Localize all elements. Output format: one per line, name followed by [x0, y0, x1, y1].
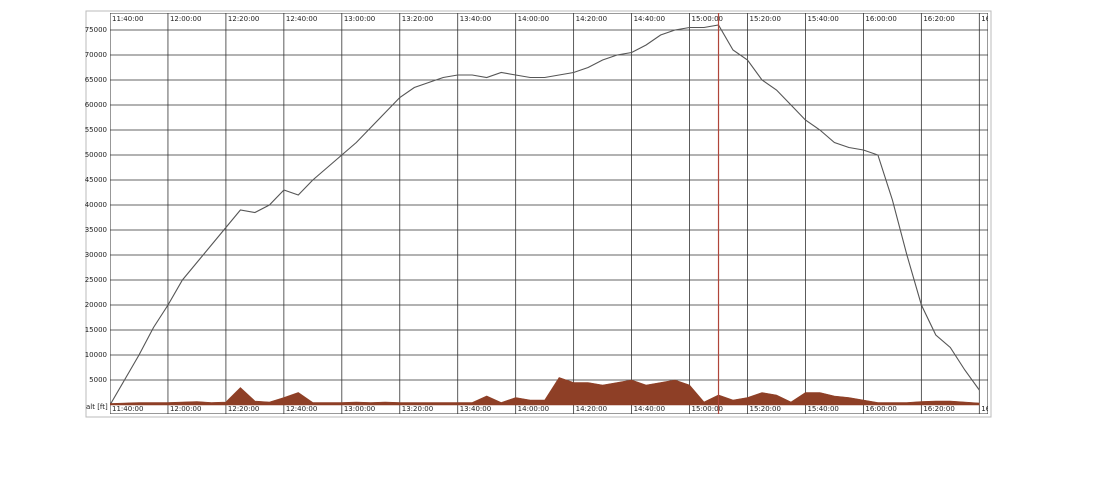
x-tick-label: 14:40:00: [634, 405, 665, 413]
line: [110, 24, 980, 406]
x-tick-label: 13:20:00: [402, 405, 433, 413]
x-tick-label: 11:40:00: [112, 15, 143, 23]
x-tick-label: 12:20:00: [228, 15, 259, 23]
x-tick-label: 15:20:00: [749, 405, 780, 413]
x-tick-label: 15:00:00: [692, 405, 723, 413]
x-tick-label: 16:40:00: [981, 405, 1012, 413]
x-tick-label: 16:20:00: [923, 405, 954, 413]
y-tick-label: 75000: [85, 26, 107, 34]
y-tick-label: 5000: [89, 376, 107, 384]
x-tick-label: 15:40:00: [807, 15, 838, 23]
x-tick-label: 13:20:00: [402, 15, 433, 23]
y-tick-label: 60000: [85, 101, 107, 109]
x-tick-label: 14:00:00: [518, 405, 549, 413]
x-tick-label: 14:00:00: [518, 15, 549, 23]
x-tick-label: 13:40:00: [460, 405, 491, 413]
plot-area: 11:40:00 11:40:00 12:00:00 12:00:00 12:20:00…: [110, 13, 1012, 414]
x-tick-label: 15:40:00: [807, 405, 838, 413]
y-tick-label: 50000: [85, 151, 107, 159]
y-tick-label: 10000: [85, 351, 107, 359]
x-tick-label: 12:00:00: [170, 15, 201, 23]
x-tick-label: 12:20:00: [228, 405, 259, 413]
plot-background: [110, 13, 988, 414]
x-tick-label: 14:20:00: [576, 15, 607, 23]
y-tick-label: 65000: [85, 76, 107, 84]
y-axis-label: alt [ft]: [86, 403, 108, 411]
y-tick-label: 35000: [85, 226, 107, 234]
x-tick-label: 14:20:00: [576, 405, 607, 413]
x-tick-label: 16:20:00: [923, 15, 954, 23]
y-tick-label: 15000: [85, 326, 107, 334]
x-tick-label: 15:20:00: [749, 15, 780, 23]
x-tick-label: 13:00:00: [344, 405, 375, 413]
y-tick-label: 45000: [85, 176, 107, 184]
y-tick-label: 70000: [85, 51, 107, 59]
y-tick-label: 25000: [85, 276, 107, 284]
x-tick-label: 12:40:00: [286, 405, 317, 413]
x-tick-label: 11:40:00: [112, 405, 143, 413]
x-tick-label: 16:40:00: [981, 15, 1012, 23]
x-tick-label: 12:40:00: [286, 15, 317, 23]
x-tick-label: 14:40:00: [634, 15, 665, 23]
x-tick-label: 15:00:00: [692, 15, 723, 23]
x-tick-label: 13:40:00: [460, 15, 491, 23]
x-tick-label: 16:00:00: [865, 405, 896, 413]
y-tick-label: 20000: [85, 301, 107, 309]
y-tick-label: 40000: [85, 201, 107, 209]
x-tick-label: 13:00:00: [344, 15, 375, 23]
area: [110, 377, 980, 406]
y-tick-label: 30000: [85, 251, 107, 259]
x-tick-label: 12:00:00: [170, 405, 201, 413]
x-tick-label: 16:00:00: [865, 15, 896, 23]
y-tick-label: 55000: [85, 126, 107, 134]
